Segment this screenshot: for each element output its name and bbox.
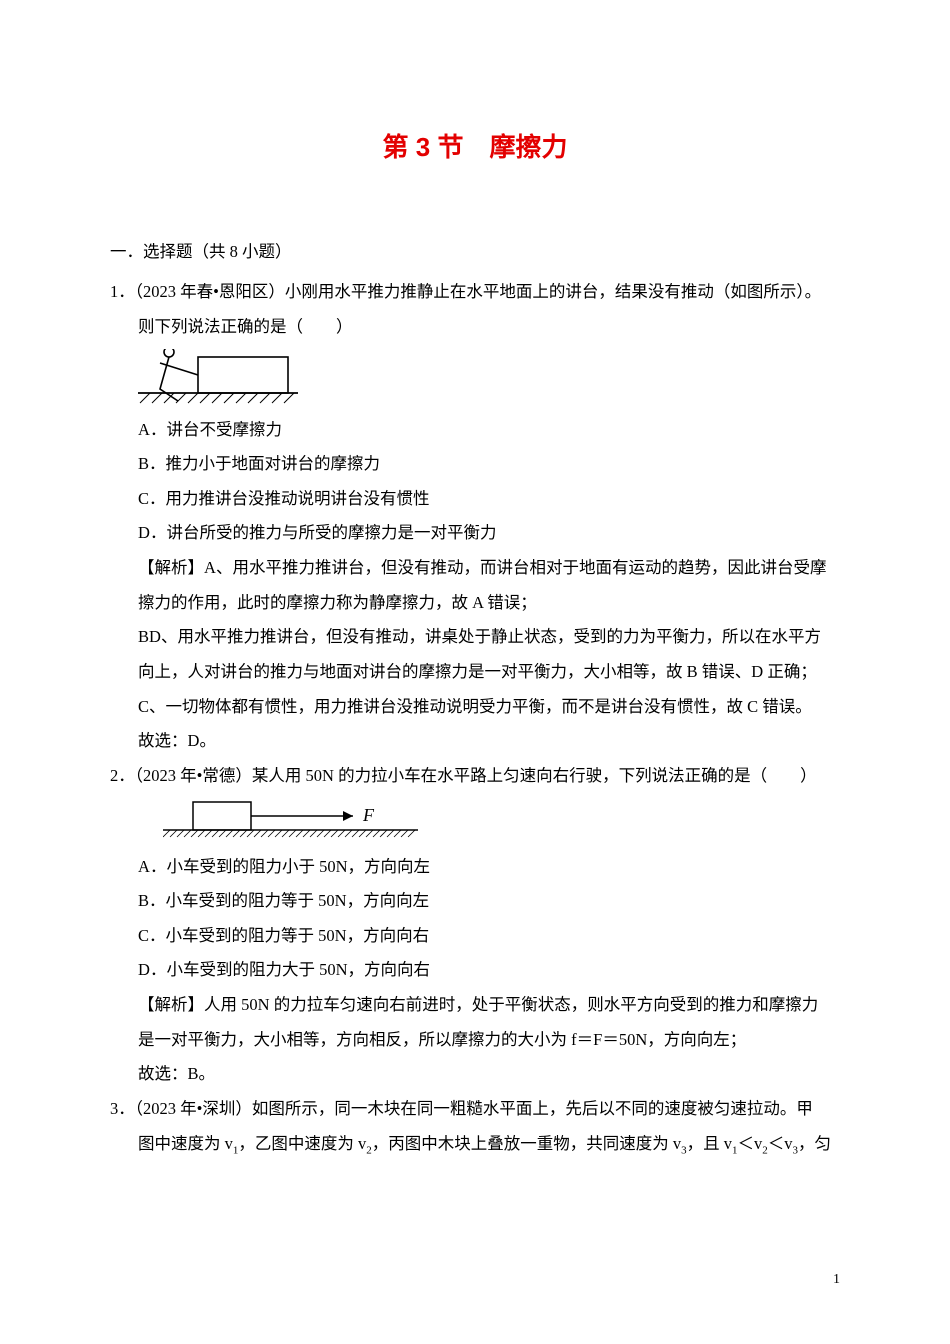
q2-optC: C．小车受到的阻力等于 50N，方向向右 (110, 919, 840, 954)
q3-t5: ＜v (738, 1134, 763, 1153)
q1-optA: A．讲台不受摩擦力 (110, 413, 840, 448)
svg-text:F: F (362, 805, 375, 825)
q1-exp3: BD、用水平推力推讲台，但没有推动，讲桌处于静止状态，受到的力为平衡力，所以在水… (110, 620, 840, 655)
q1-exp5: C、一切物体都有惯性，用力推讲台没推动说明受力平衡，而不是讲台没有惯性，故 C … (110, 690, 840, 725)
q3-t2: ，乙图中速度为 v (238, 1134, 366, 1153)
q3-t6: ＜v (768, 1134, 793, 1153)
q1-figure (110, 349, 840, 407)
q2-figure: F (110, 798, 840, 844)
q3-t4: ，且 v (687, 1134, 732, 1153)
q2-exp2: 是一对平衡力，大小相等，方向相反，所以摩擦力的大小为 f＝F＝50N，方向向左； (110, 1023, 840, 1058)
q1-line2: 则下列说法正确的是（ ） (110, 310, 840, 345)
q1-exp6: 故选：D。 (110, 724, 840, 759)
q1-exp2: 擦力的作用，此时的摩擦力称为静摩擦力，故 A 错误； (110, 586, 840, 621)
q2-optA: A．小车受到的阻力小于 50N，方向向左 (110, 850, 840, 885)
q2-exp3: 故选：B。 (110, 1057, 840, 1092)
q1-line1: 1．（2023 年春•恩阳区）小刚用水平推力推静止在水平地面上的讲台，结果没有推… (110, 275, 840, 310)
q1-exp4: 向上，人对讲台的推力与地面对讲台的摩擦力是一对平衡力，大小相等，故 B 错误、D… (110, 655, 840, 690)
q3-line2: 图中速度为 v1，乙图中速度为 v2，丙图中木块上叠放一重物，共同速度为 v3，… (110, 1127, 840, 1162)
q3-t1: 图中速度为 v (138, 1134, 233, 1153)
q1-optD: D．讲台所受的推力与所受的摩擦力是一对平衡力 (110, 516, 840, 551)
q2-optD: D．小车受到的阻力大于 50N，方向向右 (110, 953, 840, 988)
section-heading: 一．选择题（共 8 小题） (110, 235, 840, 270)
q1-optC: C．用力推讲台没推动说明讲台没有惯性 (110, 482, 840, 517)
q1-optB: B．推力小于地面对讲台的摩擦力 (110, 447, 840, 482)
q3-line1: 3．（2023 年•深圳）如图所示，同一木块在同一粗糙水平面上，先后以不同的速度… (110, 1092, 840, 1127)
q3-t7: ，匀 (798, 1134, 831, 1153)
q2-exp1: 【解析】人用 50N 的力拉车匀速向右前进时，处于平衡状态，则水平方向受到的推力… (110, 988, 840, 1023)
q3-t3: ，丙图中木块上叠放一重物，共同速度为 v (372, 1134, 681, 1153)
q2-optB: B．小车受到的阻力等于 50N，方向向左 (110, 884, 840, 919)
page-title: 第 3 节 摩擦力 (110, 120, 840, 175)
page-number: 1 (833, 1265, 840, 1294)
q2-line1: 2．（2023 年•常德）某人用 50N 的力拉小车在水平路上匀速向右行驶，下列… (110, 759, 840, 794)
q1-exp1: 【解析】A、用水平推力推讲台，但没有推动，而讲台相对于地面有运动的趋势，因此讲台… (110, 551, 840, 586)
